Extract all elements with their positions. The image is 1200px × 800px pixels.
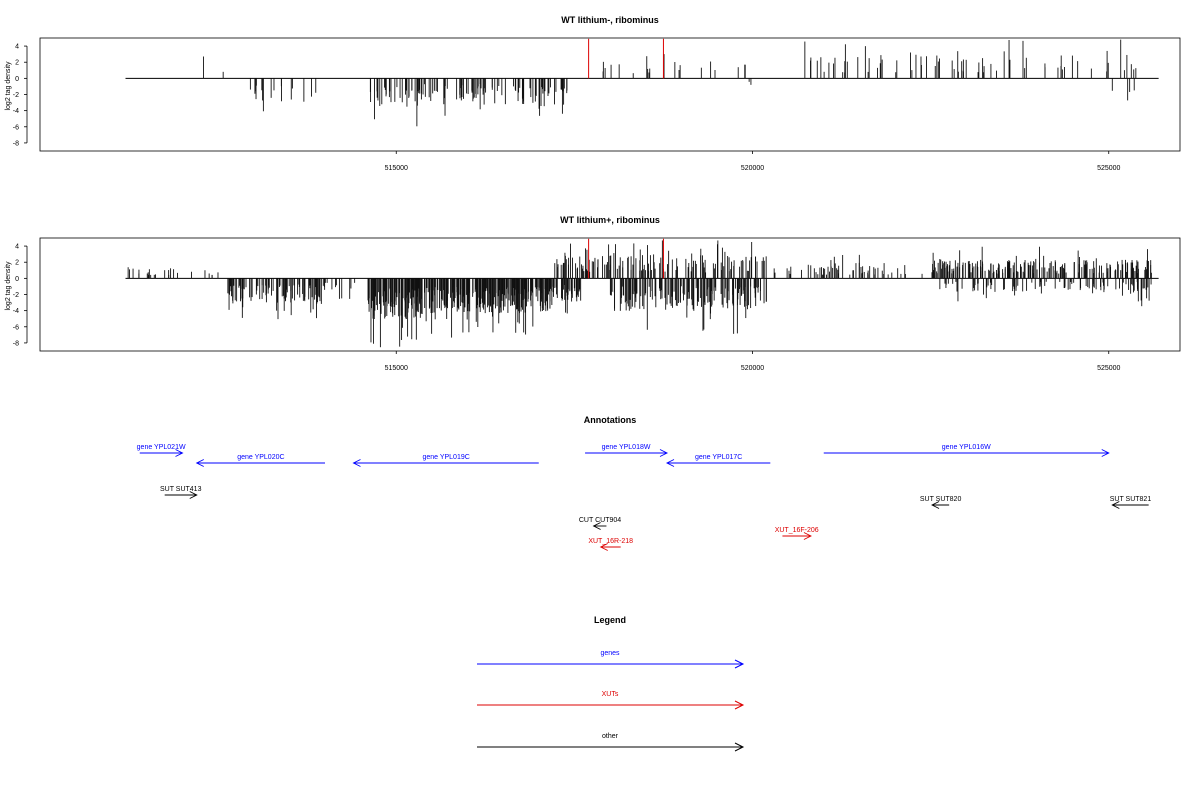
legend-title: Legend (594, 615, 626, 625)
annotation-feature: gene YPL018W (585, 444, 669, 457)
y-tick-label: -4 (13, 108, 19, 115)
annotation-feature: XUT_16F-206 (775, 527, 819, 540)
feature-arrow-head (189, 491, 198, 499)
annotations-title: Annotations (584, 415, 637, 425)
feature-arrow-head (195, 459, 204, 467)
bars-group (125, 240, 1159, 348)
x-tick-label: 515000 (385, 365, 408, 372)
legend-arrow-head (734, 742, 745, 752)
feature-label: CUT CUT904 (579, 517, 621, 524)
x-tick-label: 515000 (385, 165, 408, 172)
feature-arrow-head (1111, 501, 1120, 509)
annotation-feature: gene YPL017C (665, 454, 771, 467)
feature-arrow-head (665, 459, 675, 467)
feature-label: gene YPL016W (942, 444, 991, 451)
x-axis: 515000 520000 525000 (385, 351, 1121, 372)
highlight-lines (588, 38, 664, 79)
legend-arrow-head (734, 659, 745, 669)
plot-frame (39, 37, 1181, 152)
legend-item: XUTs (477, 691, 745, 710)
annotation-feature: gene YPL020C (195, 454, 325, 467)
y-tick-label: 0 (15, 76, 19, 83)
x-tick-label: 525000 (1097, 365, 1120, 372)
legend-label: XUTs (602, 691, 619, 698)
y-tick-label: 2 (15, 60, 19, 67)
track-panel-lithium-minus: WT lithium-, ribominus log2 tag density … (5, 15, 1181, 172)
y-axis: 4 2 0 -2 -4 -6 -8 (13, 44, 28, 147)
y-tick-label: -6 (13, 324, 19, 331)
legend-label: other (602, 733, 619, 740)
annotation-feature: SUT SUT413 (160, 486, 202, 499)
legend-arrow-head (734, 700, 745, 710)
track-panel-lithium-plus: WT lithium+, ribominus log2 tag density … (5, 215, 1181, 372)
annotation-feature: CUT CUT904 (579, 517, 621, 530)
feature-label: SUT SUT820 (920, 496, 962, 503)
y-tick-label: -2 (13, 92, 19, 99)
panel-title: WT lithium-, ribominus (561, 15, 659, 25)
annotation-feature: SUT SUT821 (1110, 496, 1152, 509)
y-tick-label: -2 (13, 292, 19, 299)
feature-label: gene YPL020C (237, 454, 284, 461)
annotation-feature: gene YPL021W (137, 444, 186, 457)
y-tick-label: 4 (15, 244, 19, 251)
feature-arrow-head (592, 522, 601, 530)
annotation-feature: gene YPL019C (352, 454, 539, 467)
plot-frame (39, 237, 1181, 352)
y-axis-label: log2 tag density (5, 261, 12, 311)
feature-arrow-head (175, 449, 184, 457)
x-tick-label: 520000 (741, 165, 764, 172)
y-tick-label: -8 (13, 340, 19, 347)
feature-label: gene YPL017C (695, 454, 742, 461)
legend-item: genes (477, 650, 745, 669)
feature-label: gene YPL019C (422, 454, 469, 461)
feature-arrow-head (1101, 449, 1110, 457)
feature-arrow-head (659, 449, 669, 457)
y-tick-label: 4 (15, 44, 19, 51)
y-tick-label: 0 (15, 276, 19, 283)
x-tick-label: 525000 (1097, 165, 1120, 172)
x-tick-label: 520000 (741, 365, 764, 372)
annotation-feature: gene YPL016W (823, 444, 1110, 457)
feature-label: XUT_16F-206 (775, 527, 819, 534)
feature-arrow-head (352, 459, 361, 467)
y-tick-label: -8 (13, 140, 19, 147)
y-tick-label: 2 (15, 260, 19, 267)
feature-arrow-head (599, 543, 608, 551)
legend-label: genes (600, 650, 620, 657)
y-tick-label: -4 (13, 308, 19, 315)
y-axis-label: log2 tag density (5, 61, 12, 111)
annotation-feature: XUT_16R-218 (588, 538, 633, 551)
panel-title: WT lithium+, ribominus (560, 215, 660, 225)
feature-label: SUT SUT821 (1110, 496, 1152, 503)
y-axis: 4 2 0 -2 -4 -6 -8 (13, 244, 28, 347)
x-axis: 515000 520000 525000 (385, 151, 1121, 172)
highlight-lines (588, 238, 664, 279)
annotation-feature: SUT SUT820 (920, 496, 962, 509)
feature-arrow-head (931, 501, 940, 509)
legend: Legend genes XUTs other (477, 615, 745, 752)
y-tick-label: -6 (13, 124, 19, 131)
feature-arrow-head (803, 532, 812, 540)
feature-label: XUT_16R-218 (588, 538, 633, 545)
feature-label: gene YPL021W (137, 444, 186, 451)
feature-label: gene YPL018W (602, 444, 651, 451)
annotation-features: gene YPL021W gene YPL020C gene YPL019C gene… (137, 444, 1152, 551)
legend-item: other (477, 733, 745, 752)
bars-group (125, 39, 1159, 127)
legend-items: genes XUTs other (477, 650, 745, 752)
feature-label: SUT SUT413 (160, 486, 202, 493)
